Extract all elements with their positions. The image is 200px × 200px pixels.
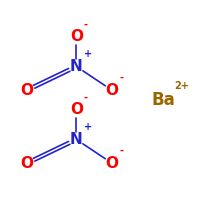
Text: -: - bbox=[119, 73, 123, 83]
Text: -: - bbox=[119, 146, 123, 156]
Text: O: O bbox=[21, 83, 34, 98]
Text: -: - bbox=[84, 92, 88, 102]
Text: O: O bbox=[21, 156, 34, 171]
Text: O: O bbox=[105, 156, 118, 171]
Text: -: - bbox=[84, 19, 88, 29]
Text: N: N bbox=[70, 59, 83, 74]
Text: O: O bbox=[70, 29, 83, 44]
Text: Ba: Ba bbox=[151, 91, 175, 109]
Text: N: N bbox=[70, 132, 83, 147]
Text: O: O bbox=[105, 83, 118, 98]
Text: +: + bbox=[84, 122, 92, 132]
Text: +: + bbox=[84, 49, 92, 59]
Text: 2+: 2+ bbox=[174, 81, 189, 91]
Text: O: O bbox=[70, 102, 83, 117]
